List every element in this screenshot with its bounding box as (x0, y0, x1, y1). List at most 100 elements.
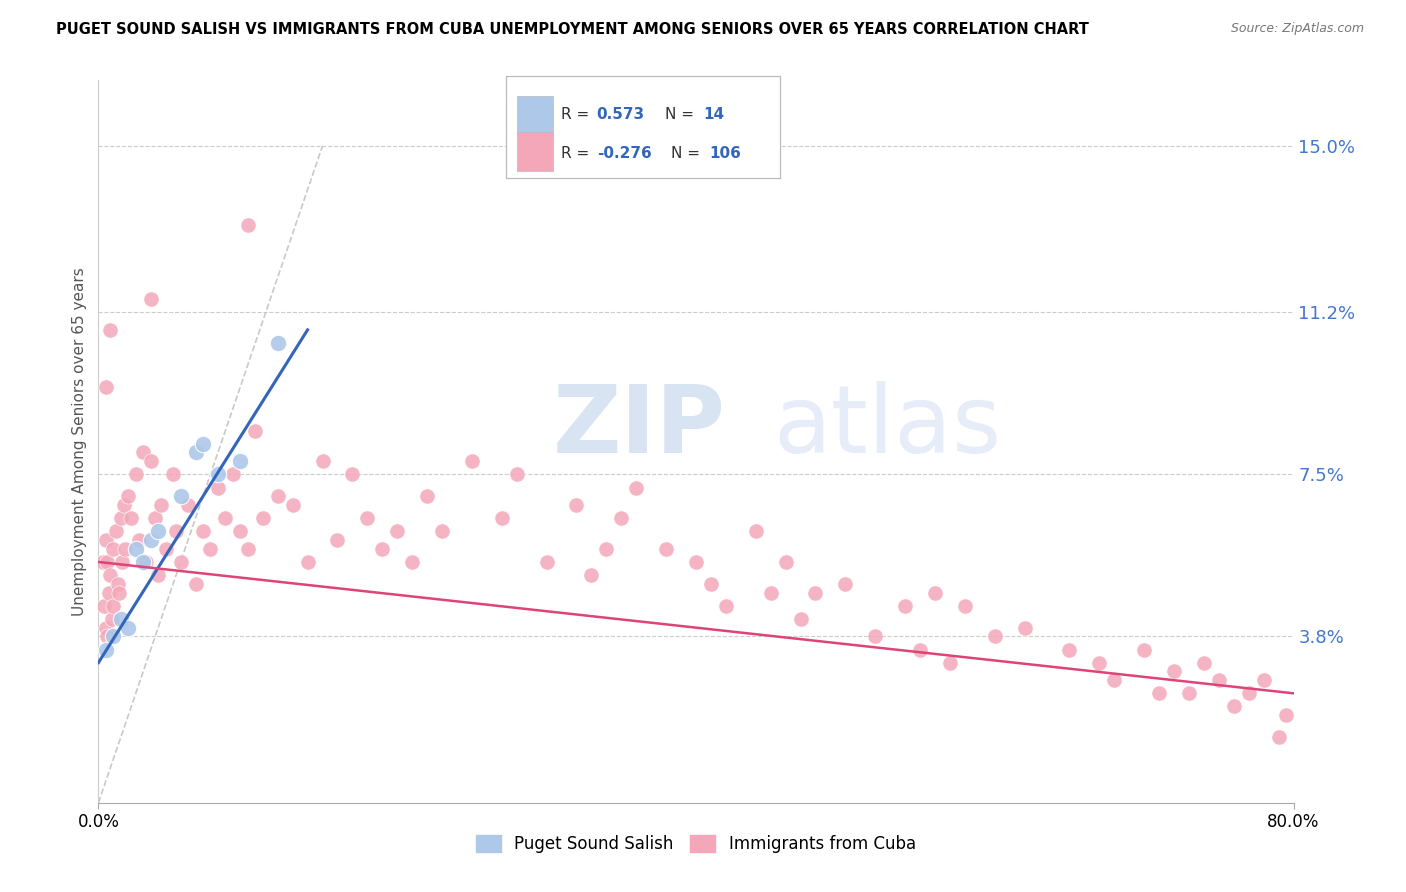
Point (96, 555, 118, 569)
Point (177, 498, 200, 512)
Point (139, 292, 162, 306)
Point (297, 555, 319, 569)
Point (214, 511, 236, 525)
Point (1133, 642, 1156, 657)
Legend: Puget Sound Salish, Immigrants from Cuba: Puget Sound Salish, Immigrants from Cuba (470, 828, 922, 860)
Point (1104, 673, 1126, 688)
Point (101, 612, 124, 626)
Point (107, 577, 129, 591)
Point (267, 489, 290, 503)
Point (94, 642, 117, 657)
Point (1059, 642, 1081, 657)
Point (1147, 686, 1170, 700)
Point (252, 511, 274, 525)
Point (98, 568, 122, 582)
Point (222, 467, 245, 482)
Point (184, 577, 207, 591)
Text: Source: ZipAtlas.com: Source: ZipAtlas.com (1230, 22, 1364, 36)
Point (245, 424, 267, 438)
Point (1208, 673, 1230, 688)
Point (491, 511, 513, 525)
Point (105, 524, 128, 539)
Point (125, 467, 148, 482)
Point (236, 541, 259, 556)
Point (267, 336, 290, 351)
Point (97, 585, 120, 599)
Point (281, 498, 304, 512)
Point (908, 642, 931, 657)
Point (108, 585, 131, 599)
Point (94, 533, 117, 547)
Point (103, 629, 125, 643)
Point (94, 380, 117, 394)
Point (110, 612, 132, 626)
Point (685, 555, 707, 569)
Point (184, 445, 207, 459)
Point (200, 541, 222, 556)
Point (311, 454, 333, 468)
Point (236, 218, 259, 232)
Point (229, 454, 252, 468)
Point (401, 555, 423, 569)
Point (385, 524, 409, 539)
Point (536, 555, 558, 569)
Point (128, 533, 150, 547)
Point (111, 555, 134, 569)
Point (114, 541, 136, 556)
Point (610, 511, 633, 525)
Text: -0.276: -0.276 (596, 146, 651, 161)
Point (924, 585, 946, 599)
Point (759, 585, 782, 599)
Point (135, 555, 157, 569)
Point (96, 629, 118, 643)
Text: R =: R = (561, 146, 595, 161)
Point (1178, 686, 1201, 700)
Point (1267, 730, 1289, 744)
Point (342, 467, 364, 482)
Point (430, 524, 453, 539)
Text: N =: N = (671, 146, 704, 161)
Point (103, 541, 125, 556)
Point (1192, 656, 1215, 670)
Point (655, 541, 678, 556)
Point (581, 568, 603, 582)
Point (939, 656, 962, 670)
Point (143, 511, 166, 525)
Text: N =: N = (665, 107, 699, 122)
Point (207, 481, 229, 495)
Point (139, 533, 162, 547)
Point (191, 524, 214, 539)
Point (91, 555, 114, 569)
Point (565, 498, 588, 512)
Bar (517, 96, 553, 136)
Y-axis label: Unemployment Among Seniors over 65 years: Unemployment Among Seniors over 65 years (72, 268, 87, 615)
Point (461, 454, 484, 468)
Point (162, 467, 184, 482)
Point (117, 621, 139, 635)
Point (191, 436, 214, 450)
Point (155, 541, 177, 556)
Point (834, 577, 856, 591)
Point (207, 467, 229, 482)
Point (120, 511, 142, 525)
Point (125, 541, 148, 556)
Text: PUGET SOUND SALISH VS IMMIGRANTS FROM CUBA UNEMPLOYMENT AMONG SENIORS OVER 65 YE: PUGET SOUND SALISH VS IMMIGRANTS FROM CU… (56, 22, 1090, 37)
Text: R =: R = (561, 107, 595, 122)
Point (117, 489, 139, 503)
Text: atlas: atlas (773, 381, 1002, 473)
Point (789, 612, 811, 626)
Point (775, 555, 797, 569)
Point (984, 629, 1007, 643)
Point (356, 511, 378, 525)
Point (148, 568, 170, 582)
Point (229, 524, 252, 539)
Point (169, 489, 191, 503)
Bar (517, 132, 553, 171)
Point (506, 467, 529, 482)
Text: ZIP: ZIP (553, 381, 725, 473)
Point (132, 445, 155, 459)
Point (700, 577, 723, 591)
Point (1088, 656, 1111, 670)
Point (1223, 699, 1246, 714)
Point (326, 533, 349, 547)
